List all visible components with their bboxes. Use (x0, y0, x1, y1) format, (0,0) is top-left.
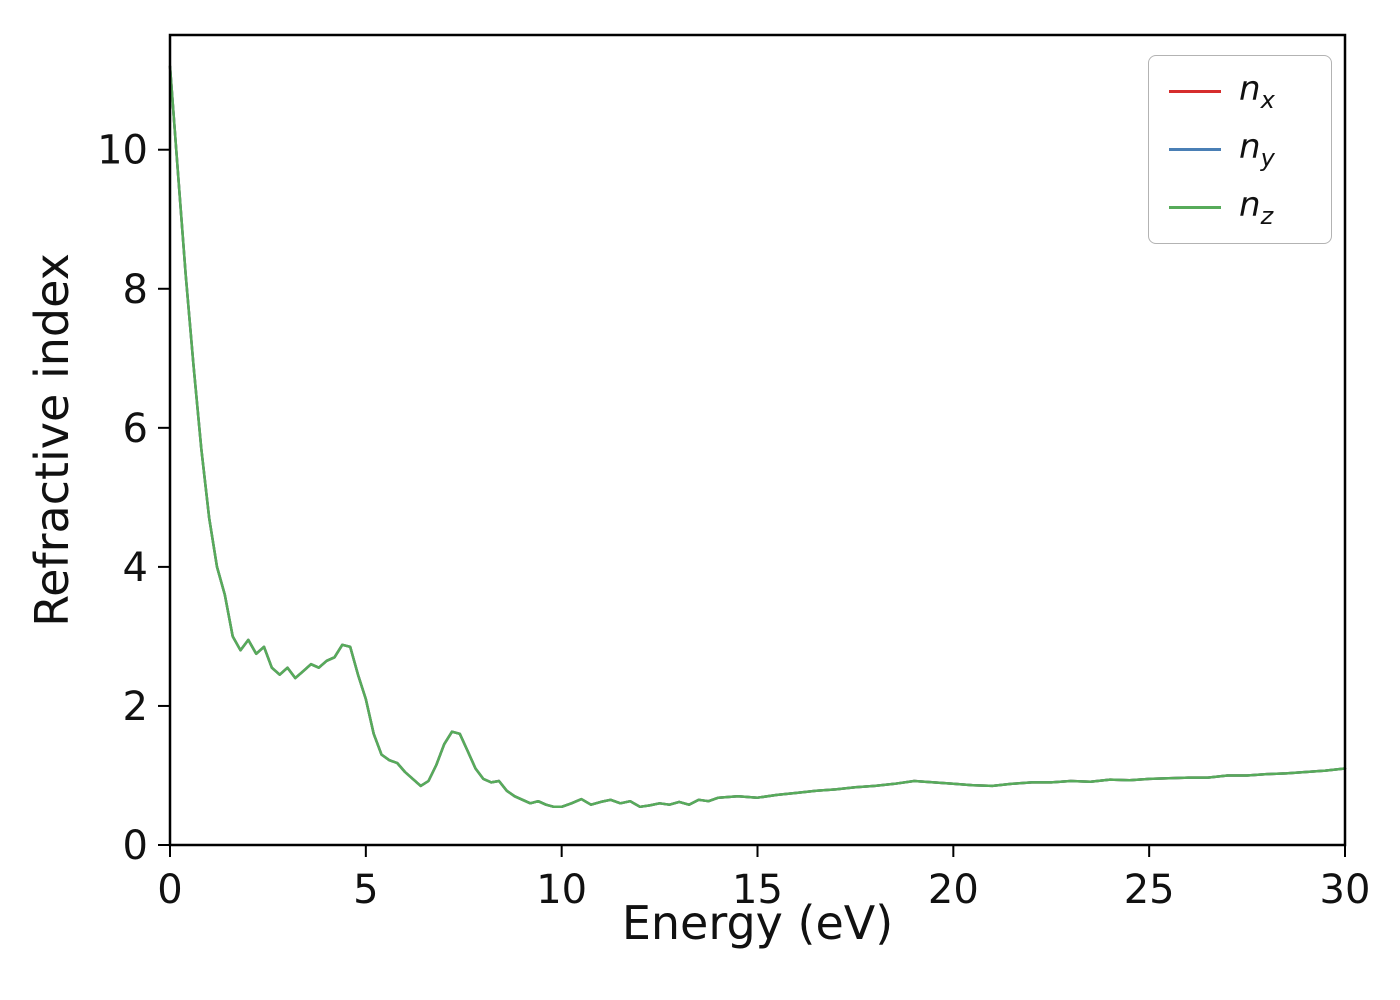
x-tick-label: 25 (1124, 867, 1175, 913)
legend-label-nx: nx (1239, 72, 1275, 112)
y-tick-label: 8 (123, 267, 148, 313)
x-tick-label: 10 (536, 867, 587, 913)
legend-label-base: n (1239, 184, 1261, 225)
y-tick-label: 6 (123, 406, 148, 452)
legend-label-nz: nz (1239, 188, 1273, 228)
x-axis-label: Energy (eV) (621, 896, 894, 950)
x-tick-label: 30 (1320, 867, 1371, 913)
legend-label-base: n (1239, 69, 1261, 109)
y-tick-label: 4 (123, 545, 148, 591)
legend-label-base: n (1239, 126, 1261, 167)
x-tick-label: 5 (353, 867, 378, 913)
legend-line-swatch-nx (1169, 90, 1221, 94)
legend-label-subscript: z (1260, 201, 1274, 230)
y-axis-label: Refractive index (25, 253, 79, 627)
x-tick-label: 20 (928, 867, 979, 913)
legend-line-swatch-nz (1169, 205, 1221, 209)
legend-label-subscript: x (1260, 85, 1275, 114)
plot-frame (168, 33, 1347, 847)
x-tick-label: 0 (157, 867, 182, 913)
legend-label-ny: ny (1239, 130, 1275, 170)
legend: nx ny nz (1148, 55, 1332, 245)
y-tick-label: 2 (123, 684, 148, 730)
x-tick-label: 15 (732, 867, 783, 913)
legend-line-swatch-ny (1169, 148, 1221, 152)
legend-entry: nz (1169, 188, 1311, 228)
series-line-n_z (168, 65, 1347, 809)
y-tick-label: 0 (123, 823, 148, 869)
y-tick-label: 10 (97, 128, 148, 174)
legend-entry: ny (1169, 130, 1311, 170)
legend-entry: nx (1169, 72, 1311, 112)
legend-label-subscript: y (1260, 143, 1275, 172)
